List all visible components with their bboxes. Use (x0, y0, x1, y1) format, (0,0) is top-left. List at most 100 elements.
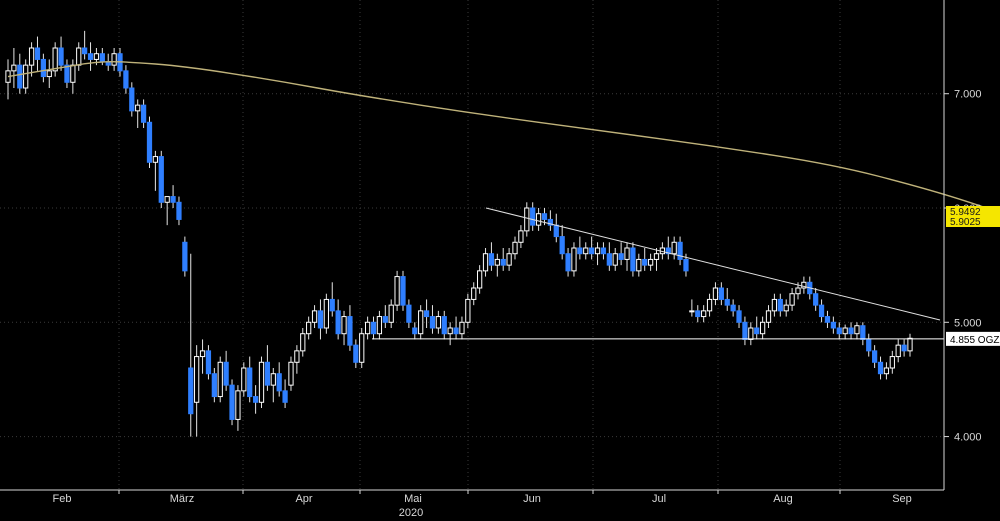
candle-body (748, 327, 754, 340)
candle-body (364, 321, 371, 335)
candle-body (241, 367, 247, 392)
candle-body (854, 325, 860, 335)
candle-body (482, 253, 489, 272)
candle-body (789, 293, 795, 306)
candle-body (453, 327, 459, 335)
candle-body (459, 321, 465, 335)
candle-body (111, 53, 117, 66)
candle-body (465, 298, 471, 323)
candle-body (701, 310, 707, 318)
candle-body (341, 316, 347, 335)
candle-body (624, 247, 630, 260)
candle-body (76, 47, 82, 66)
candle-body (412, 327, 418, 335)
candle-body (671, 241, 677, 255)
candle-body (565, 253, 571, 272)
candle-body (64, 64, 70, 83)
candle-body (170, 196, 176, 203)
candle-body (706, 298, 713, 312)
candle-body (589, 247, 595, 255)
x-tick-label: Jun (523, 493, 541, 505)
candle-body (235, 390, 241, 420)
candle-body (418, 310, 424, 335)
candle-body (123, 70, 129, 89)
candle-body (311, 310, 318, 323)
candle-body (718, 287, 724, 300)
candle-body (99, 53, 105, 63)
x-tick-label: Apr (295, 493, 312, 505)
candle-body (129, 87, 135, 112)
candle-body (388, 304, 394, 323)
candle-body (877, 361, 884, 375)
candle-body (40, 58, 46, 78)
candle-body (883, 367, 890, 375)
candle-body (647, 258, 654, 266)
candle-body (247, 367, 253, 398)
candle-body (866, 338, 872, 352)
candle-body (541, 213, 548, 220)
candle-body (11, 64, 17, 72)
candle-body (23, 64, 29, 89)
moving-average-line (7, 61, 1000, 214)
candle-body (842, 327, 848, 335)
candle-body (618, 253, 624, 260)
candle-body (17, 64, 23, 89)
price-flag-label: 4.855 OGZ (950, 335, 999, 346)
candle-body (294, 350, 300, 363)
candle-body (394, 276, 400, 306)
candle-body (695, 310, 701, 318)
candle-body (229, 384, 235, 420)
candle-body (205, 350, 212, 375)
candle-body (158, 156, 164, 203)
candle-body (742, 321, 748, 340)
candle-body (87, 53, 94, 60)
candle-body (335, 310, 341, 335)
candle-body (211, 373, 217, 398)
candle-body (93, 53, 100, 60)
candle-body (730, 304, 736, 312)
y-tick-label: 5.000 (954, 317, 982, 329)
candle-body (135, 104, 141, 112)
candle-body (512, 241, 518, 255)
candle-body (765, 310, 772, 323)
candle-body (435, 316, 441, 329)
candle-body (848, 327, 854, 335)
candle-body (801, 281, 807, 289)
candle-body (712, 287, 719, 300)
candle-body (836, 327, 842, 335)
candle-body (70, 64, 76, 83)
candle-body (606, 253, 612, 266)
candle-body (471, 287, 477, 300)
candle-body (736, 310, 742, 323)
candle-body (423, 310, 430, 318)
ma-value-bottom: 5.9025 (950, 217, 981, 228)
x-tick-label: Jul (652, 493, 666, 505)
y-tick-label: 7.000 (954, 89, 982, 101)
candle-body (82, 47, 88, 55)
candle-body (524, 207, 530, 232)
x-tick-label: Sep (892, 493, 912, 505)
candle-body (264, 361, 271, 386)
x-tick-label: Aug (773, 493, 793, 505)
candles (5, 30, 913, 437)
candle-body (376, 316, 383, 335)
candle-body (182, 241, 188, 272)
candle-body (164, 196, 170, 203)
candle-body (506, 253, 512, 266)
candle-body (872, 350, 878, 363)
ma-value-top: 5.9492 (950, 207, 981, 218)
candle-body (370, 321, 377, 335)
candle-body (783, 304, 789, 312)
candle-body (252, 396, 259, 403)
candle-body (400, 276, 406, 306)
candle-body (494, 258, 500, 266)
candle-body (530, 207, 536, 226)
candle-body (58, 47, 64, 66)
candle-body (353, 344, 359, 363)
candle-body (140, 104, 147, 123)
candle-body (683, 258, 689, 272)
candle-body (824, 316, 831, 323)
candle-body (771, 298, 778, 312)
